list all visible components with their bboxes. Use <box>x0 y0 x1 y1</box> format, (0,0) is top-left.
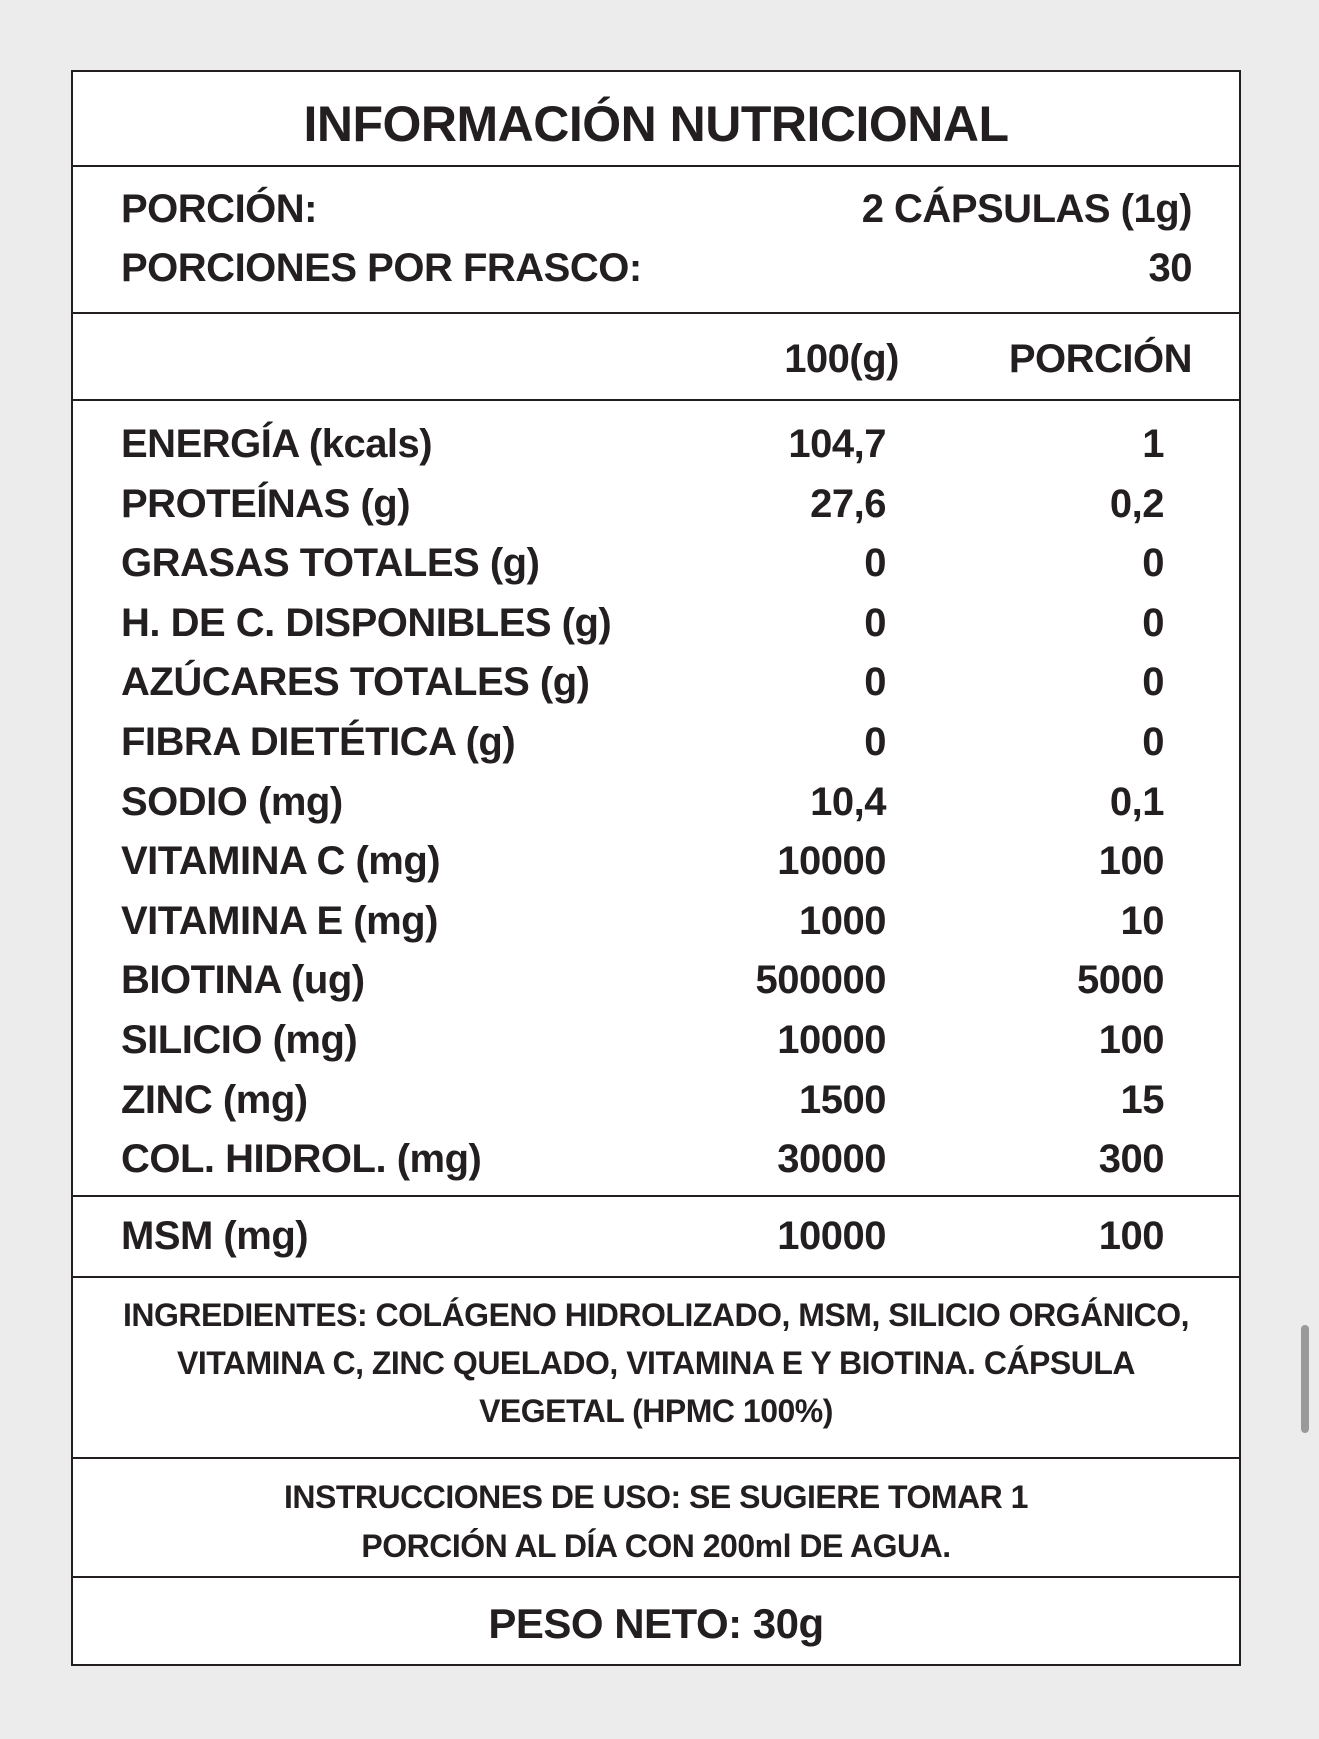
divider <box>73 399 1239 401</box>
value-portion: 15 <box>1120 1077 1165 1122</box>
value-portion: 100 <box>1098 1018 1165 1062</box>
value-100g: 104,7 <box>788 422 886 466</box>
nutrient-name: VITAMINA E (mg) <box>121 898 438 943</box>
value-100g: 10,4 <box>810 779 886 824</box>
nutrient-name: BIOTINA (ug) <box>121 958 365 1003</box>
value-portion: 0 <box>1142 600 1164 645</box>
divider <box>73 1195 1239 1197</box>
instructions-line: PORCIÓN AL DÍA CON 200ml DE AGUA. <box>361 1528 951 1564</box>
nutrition-label: INFORMACIÓN NUTRICIONAL PORCIÓN: 2 CÁPSULA… <box>71 70 1241 1666</box>
nutrient-name: SODIO (mg) <box>121 779 343 824</box>
value-100g: 27,6 <box>810 481 886 526</box>
divider <box>73 1576 1239 1578</box>
value-100g: 10000 <box>777 1214 886 1258</box>
nutrient-name: GRASAS TOTALES (g) <box>121 541 540 586</box>
nutrient-name: ENERGÍA (kcals) <box>121 422 433 466</box>
instructions-line: INSTRUCCIONES DE USO: SE SUGIERE TOMAR 1 <box>284 1479 1028 1515</box>
value-portion: 300 <box>1098 1137 1165 1182</box>
value-portion: 0 <box>1142 660 1164 705</box>
ingredients-line: INGREDIENTES: COLÁGENO HIDROLIZADO, MSM,… <box>122 1297 1190 1333</box>
ingredients-line: VEGETAL (HPMC 100%) <box>479 1393 833 1429</box>
value-100g: 0 <box>864 600 886 645</box>
column-header: PORCIÓN <box>1008 337 1193 381</box>
nutrient-name: MSM (mg) <box>121 1214 309 1258</box>
divider <box>73 1276 1239 1278</box>
value-100g: 10000 <box>777 839 886 884</box>
nutrient-name: AZÚCARES TOTALES (g) <box>121 660 590 705</box>
value-100g: 500000 <box>755 958 887 1003</box>
nutrient-name: COL. HIDROL. (mg) <box>121 1137 482 1182</box>
ingredients-line: VITAMINA C, ZINC QUELADO, VITAMINA E Y B… <box>177 1345 1136 1381</box>
column-header: 100(g) <box>784 337 899 381</box>
title: INFORMACIÓN NUTRICIONAL <box>303 96 1009 152</box>
value-portion: 100 <box>1098 1214 1165 1258</box>
nutrient-name: ZINC (mg) <box>121 1077 308 1122</box>
serving-value: 30 <box>1148 246 1193 290</box>
divider <box>73 312 1239 314</box>
value-100g: 0 <box>864 660 886 705</box>
value-portion: 0 <box>1142 720 1164 764</box>
value-portion: 0 <box>1142 541 1164 586</box>
value-100g: 30000 <box>777 1137 886 1182</box>
value-portion: 5000 <box>1077 958 1164 1003</box>
scrollbar[interactable] <box>1301 1325 1309 1433</box>
value-100g: 10000 <box>777 1018 886 1062</box>
value-portion: 0,2 <box>1109 481 1165 526</box>
nutrient-name: SILICIO (mg) <box>121 1018 358 1062</box>
divider <box>73 165 1239 167</box>
value-100g: 1000 <box>799 898 886 943</box>
value-portion: 10 <box>1120 898 1165 943</box>
value-portion: 0,1 <box>1109 779 1165 824</box>
value-100g: 0 <box>864 720 886 764</box>
nutrient-name: PROTEÍNAS (g) <box>121 481 411 526</box>
value-portion: 100 <box>1098 839 1165 884</box>
value-100g: 1500 <box>799 1077 886 1122</box>
value-portion: 1 <box>1142 422 1164 466</box>
divider <box>73 1457 1239 1459</box>
nutrient-name: VITAMINA C (mg) <box>121 839 441 884</box>
net-weight: PESO NETO: 30g <box>488 1600 824 1647</box>
serving-label: PORCIONES POR FRASCO: <box>121 246 642 290</box>
value-100g: 0 <box>864 541 886 586</box>
serving-label: PORCIÓN: <box>121 187 318 231</box>
nutrient-name: FIBRA DIETÉTICA (g) <box>121 720 516 764</box>
serving-value: 2 CÁPSULAS (1g) <box>861 187 1193 231</box>
nutrient-name: H. DE C. DISPONIBLES (g) <box>121 600 612 645</box>
